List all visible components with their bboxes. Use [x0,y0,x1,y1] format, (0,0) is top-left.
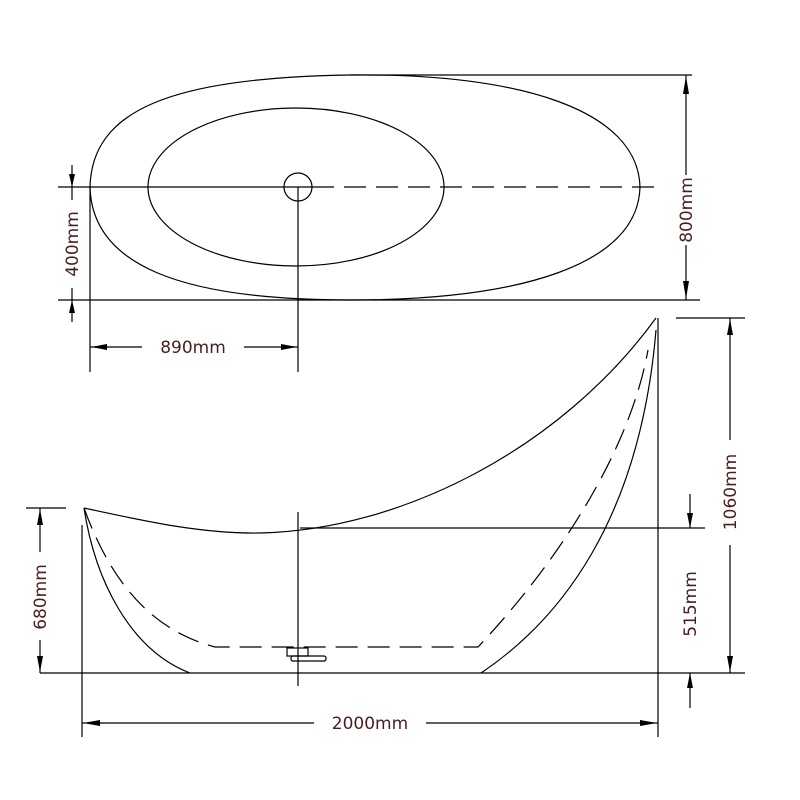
dim-text-680mm: 680mm [31,564,51,630]
arrow-icon [683,76,689,94]
tub-inner-left-wall [83,349,649,648]
arrow-icon [683,281,689,299]
top-view: 800mm 400mm 890mm [58,74,700,372]
arrow-icon [687,513,693,528]
arrow-icon [91,344,107,350]
dim-text-800mm: 800mm [677,177,697,243]
arrow-icon [727,656,733,672]
arrow-icon [83,720,100,726]
arrow-icon [69,174,75,187]
arrow-icon [69,300,75,313]
tub-outer-left-wall [83,507,191,674]
dim-text-1060mm: 1060mm [721,454,741,530]
dim-text-515mm: 515mm [681,571,701,637]
arrow-icon [727,319,733,335]
arrow-icon [687,673,693,688]
arrow-icon [281,344,297,350]
arrow-icon [37,656,43,672]
dim-text-2000mm: 2000mm [332,714,408,734]
side-view: 680mm 1060mm 515mm 2000mm [26,317,745,737]
dim-text-890mm: 890mm [160,338,226,358]
arrow-icon [640,720,657,726]
arrow-icon [37,509,43,525]
dim-text-400mm: 400mm [63,211,83,277]
drain-pipe [290,655,327,662]
tub-outer-right-wall [480,329,657,674]
